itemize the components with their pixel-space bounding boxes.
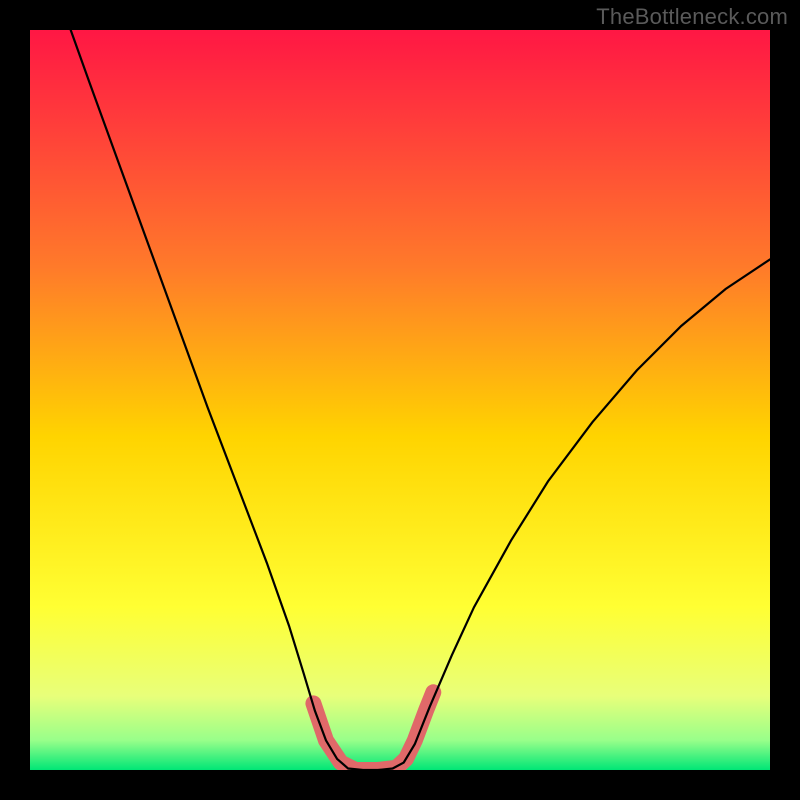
chart-overlay-svg — [30, 30, 770, 770]
watermark-text: TheBottleneck.com — [596, 4, 788, 30]
highlight-marker-path — [313, 692, 433, 770]
chart-plot-area — [30, 30, 770, 770]
bottleneck-curve — [71, 30, 770, 770]
